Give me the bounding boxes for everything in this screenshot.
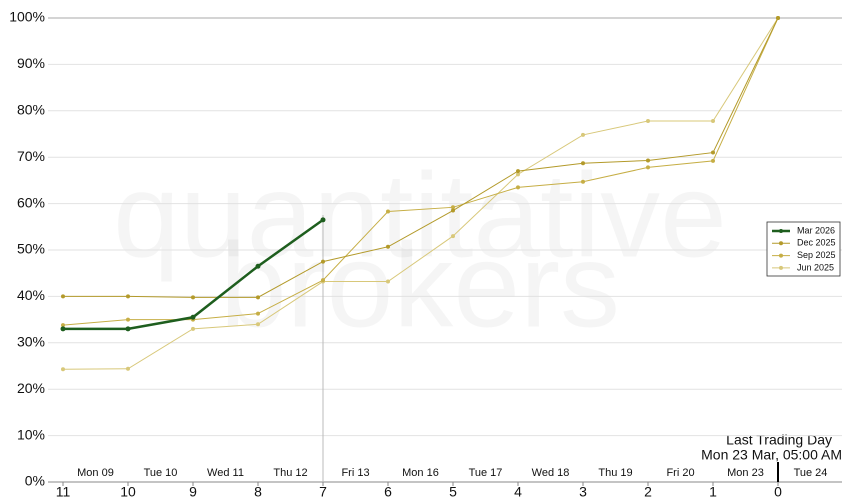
point — [191, 295, 195, 300]
series-line — [63, 17, 779, 298]
point — [320, 217, 326, 223]
day-label: Mon 09 — [77, 467, 114, 479]
point — [646, 158, 650, 163]
y-tick-label: 10% — [17, 426, 45, 442]
point — [61, 367, 65, 372]
day-label: Mon 23 — [727, 467, 764, 479]
point — [451, 234, 455, 239]
x-tick-label: 8 — [254, 484, 262, 500]
annotation: Mon 23 Mar, 05:00 AM — [701, 447, 842, 463]
day-label: Fri 13 — [341, 467, 369, 479]
x-tick-label: 1 — [709, 484, 717, 500]
point — [321, 259, 325, 264]
day-label: Tue 24 — [794, 467, 828, 479]
day-label: Tue 10 — [144, 467, 178, 479]
legend-label: Sep 2025 — [797, 250, 836, 260]
series-line — [62, 17, 779, 370]
y-tick-label: 70% — [17, 148, 45, 164]
x-tick-label: 9 — [189, 484, 197, 500]
y-tick-label: 50% — [17, 241, 45, 257]
point — [451, 208, 455, 213]
day-label: Thu 19 — [598, 467, 632, 479]
point — [386, 244, 390, 249]
point — [61, 294, 65, 299]
point — [386, 279, 390, 284]
point — [581, 132, 585, 137]
point — [711, 150, 715, 155]
day-label: Thu 12 — [273, 467, 307, 479]
y-tick-label: 80% — [17, 102, 45, 118]
point — [386, 209, 390, 214]
legend-dot — [779, 253, 783, 258]
point — [516, 169, 520, 174]
day-label: Wed 18 — [532, 467, 570, 479]
legend: Mar 2026 Dec 2025 Sep 2025 Jun 2025 — [766, 221, 841, 277]
point — [646, 119, 650, 124]
y-tick-label: 100% — [9, 9, 45, 25]
x-tick-label: 4 — [514, 484, 522, 500]
point — [451, 205, 455, 210]
point — [61, 323, 65, 328]
point — [581, 161, 585, 166]
x-tick-label: 7 — [319, 484, 327, 500]
day-label: Wed 11 — [207, 467, 244, 479]
point — [711, 158, 715, 163]
y-tick-label: 40% — [17, 287, 45, 303]
legend-label: Dec 2025 — [797, 238, 836, 248]
legend-label: Mar 2026 — [797, 225, 835, 235]
legend-label: Jun 2025 — [797, 262, 834, 272]
point — [256, 295, 260, 300]
annotation: Last Trading Day — [726, 432, 832, 448]
legend-dot — [779, 241, 783, 246]
point — [191, 326, 195, 331]
point — [126, 294, 130, 299]
x-tick-label: 0 — [774, 484, 782, 500]
point — [581, 179, 585, 184]
point — [125, 326, 131, 332]
point — [256, 322, 260, 327]
point — [321, 278, 325, 283]
legend-dot — [779, 265, 783, 270]
x-tick-label: 10 — [120, 484, 136, 500]
day-label: Tue 17 — [469, 467, 503, 479]
point — [711, 119, 715, 124]
point — [776, 16, 780, 20]
x-tick-label: 2 — [644, 484, 652, 500]
x-tick-label: 6 — [384, 484, 392, 500]
point — [256, 311, 260, 316]
point — [646, 165, 650, 170]
point — [516, 172, 520, 177]
y-tick-label: 60% — [17, 194, 45, 210]
day-label: Fri 20 — [666, 467, 694, 479]
y-tick-label: 30% — [17, 334, 45, 350]
point — [60, 326, 66, 332]
point — [255, 263, 261, 269]
point — [190, 314, 196, 320]
y-tick-label: 90% — [17, 55, 45, 71]
y-tick-label: 20% — [17, 380, 45, 396]
legend-dot — [779, 229, 783, 233]
point — [516, 185, 520, 190]
day-label: Mon 16 — [402, 467, 439, 479]
point — [126, 317, 130, 322]
x-tick-label: 11 — [56, 484, 71, 500]
point — [126, 366, 130, 371]
x-tick-label: 3 — [579, 484, 587, 500]
x-tick-label: 5 — [449, 484, 457, 500]
y-tick-label: 0% — [25, 473, 45, 489]
